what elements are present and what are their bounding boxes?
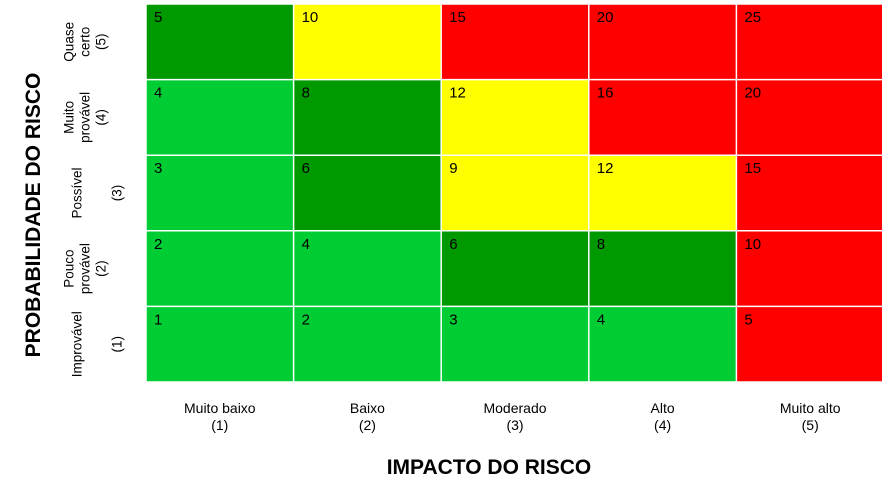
cell-value-label: 2	[302, 311, 310, 328]
cell-value-label: 8	[302, 85, 310, 102]
matrix-cell	[736, 79, 882, 156]
matrix-cell	[146, 4, 294, 80]
probability-tick-label: Improvável	[70, 311, 85, 377]
cell-value-label: 8	[597, 236, 605, 253]
cell-value-label: 16	[597, 85, 614, 102]
probability-tick-label: Muito	[62, 101, 77, 134]
cell-value-label: 25	[744, 9, 761, 26]
matrix-cell	[588, 4, 737, 80]
impact-level-label: (5)	[802, 417, 819, 433]
cell-value-label: 1	[154, 311, 162, 328]
matrix-cell	[736, 306, 882, 382]
matrix-cell	[441, 4, 589, 80]
matrix-cell-labels: 5 10 15 20 254 8 12 16 203 6 9 12 152 4 6 8 101 2 3 4 5	[154, 9, 761, 328]
cell-value-label: 15	[449, 9, 466, 26]
matrix-cell	[441, 79, 589, 156]
cell-value-label: 4	[154, 85, 162, 102]
cell-value-label: 9	[449, 160, 457, 177]
cell-value-label: 12	[597, 160, 614, 177]
cell-value-label: 20	[597, 9, 614, 26]
cell-value-label: 10	[302, 9, 319, 26]
impact-tick-label: Alto	[651, 400, 675, 416]
probability-tick-label: certo	[78, 27, 93, 57]
cell-value-label: 5	[744, 311, 752, 328]
matrix-cell	[441, 230, 589, 307]
matrix-cell	[441, 155, 589, 231]
matrix-cells	[146, 4, 882, 382]
matrix-cell	[736, 155, 882, 231]
cell-value-label: 5	[154, 9, 162, 26]
matrix-gridlines	[145, 3, 882, 383]
cell-value-label: 3	[449, 311, 457, 328]
matrix-cell	[588, 230, 737, 307]
matrix-cell	[146, 155, 294, 231]
impact-level-label: (1)	[211, 417, 228, 433]
cell-value-label: 20	[744, 85, 761, 102]
matrix-cell	[293, 306, 442, 382]
probability-tick-label: Possível	[70, 167, 85, 218]
cell-value-label: 3	[154, 160, 162, 177]
cell-value-label: 6	[449, 236, 457, 253]
matrix-cell	[736, 4, 882, 80]
cell-value-label: 4	[302, 236, 310, 253]
probability-level-label: (5)	[94, 34, 109, 51]
cell-value-label: 12	[449, 85, 466, 102]
cell-value-label: 15	[744, 160, 761, 177]
probability-tick-label: provável	[78, 92, 93, 143]
impact-level-label: (3)	[506, 417, 523, 433]
cell-value-label: 2	[154, 236, 162, 253]
matrix-cell	[293, 4, 442, 80]
cell-value-label: 4	[597, 311, 605, 328]
impact-tick-label: Muito baixo	[184, 400, 256, 416]
impact-level-label: (4)	[654, 417, 671, 433]
matrix-cell	[146, 230, 294, 307]
impact-tick-label: Muito alto	[780, 400, 841, 416]
matrix-cell	[293, 79, 442, 156]
impact-tick-label: Moderado	[483, 400, 546, 416]
probability-tick-label: Quase	[62, 22, 77, 62]
matrix-cell	[736, 230, 882, 307]
matrix-cell	[588, 155, 737, 231]
probability-level-label: (3)	[110, 185, 125, 202]
matrix-cell	[293, 155, 442, 231]
impact-tick-label: Baixo	[350, 400, 385, 416]
matrix-cell	[146, 306, 294, 382]
matrix-cell	[441, 306, 589, 382]
probability-level-label: (4)	[94, 109, 109, 126]
matrix-cell	[588, 79, 737, 156]
probability-tick-label: provável	[78, 243, 93, 294]
probability-tick-labels: Quase certo (5)Muito provável (4)Possível (3)…	[62, 22, 125, 377]
probability-level-label: (1)	[110, 336, 125, 353]
cell-value-label: 10	[744, 236, 761, 253]
impact-level-label: (2)	[359, 417, 376, 433]
x-axis-title: IMPACTO DO RISCO	[386, 456, 592, 479]
probability-level-label: (2)	[94, 260, 109, 277]
cell-value-label: 6	[302, 160, 310, 177]
probability-tick-label: Pouco	[62, 249, 77, 287]
matrix-cell	[293, 230, 442, 307]
matrix-cell	[588, 306, 737, 382]
y-axis-title: PROBABILIDADE DO RISCO	[22, 72, 45, 358]
matrix-cell	[146, 79, 294, 156]
impact-tick-labels: Muito baixo(1) Baixo(2) Moderado(3) Alto(4)…	[184, 400, 841, 433]
